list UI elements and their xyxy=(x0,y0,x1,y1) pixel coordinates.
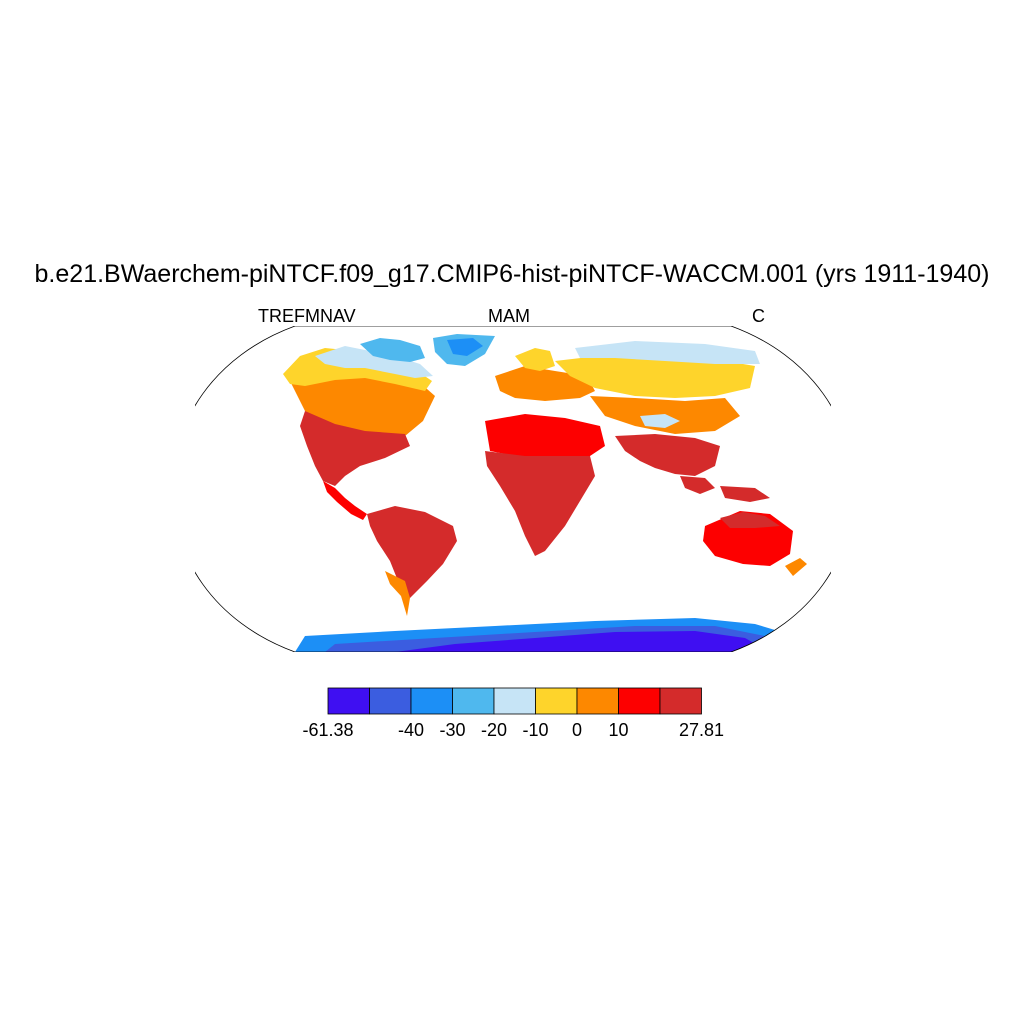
central-america xyxy=(323,481,367,520)
colorbar-swatch xyxy=(576,687,619,715)
north-america-light-band xyxy=(315,346,433,378)
colorbar-swatch xyxy=(327,687,370,715)
south-america xyxy=(367,506,457,601)
siberia-light xyxy=(575,341,760,364)
africa xyxy=(485,451,595,556)
units-label: C xyxy=(752,306,765,326)
colorbar-tick-label: 27.81 xyxy=(679,720,724,740)
variable-label: TREFMNAV xyxy=(258,306,356,326)
world-map xyxy=(195,326,831,652)
asia-yellow xyxy=(555,354,755,398)
colorbar-tick-label: -10 xyxy=(522,720,548,740)
colorbar-tick-label: -30 xyxy=(439,720,465,740)
tibet xyxy=(640,414,680,428)
south-asia xyxy=(615,434,720,476)
colorbar-swatch xyxy=(410,687,453,715)
greenland-interior xyxy=(447,338,483,356)
colorbar-tick-label: 10 xyxy=(608,720,628,740)
colorbar-swatch xyxy=(493,687,536,715)
antarctica-interior xyxy=(395,631,770,652)
season-label: MAM xyxy=(488,306,530,326)
north-america-south xyxy=(300,411,410,486)
colorbar-swatch xyxy=(535,687,578,715)
colorbar-tick-label: -20 xyxy=(481,720,507,740)
colorbar-tick-label: -40 xyxy=(398,720,424,740)
new-zealand xyxy=(785,558,807,576)
colorbar-tick-label: 0 xyxy=(572,720,582,740)
colorbar-swatch xyxy=(618,687,661,715)
colorbar-swatch xyxy=(659,687,702,715)
scandinavia xyxy=(515,348,555,371)
canadian-arctic xyxy=(360,338,425,362)
colorbar-swatch xyxy=(369,687,412,715)
southeast-asia-islands xyxy=(680,476,770,502)
colorbar: -61.38 -40 -30 -20 -10 0 10 27.81 xyxy=(302,687,724,740)
south-america-south xyxy=(385,571,410,616)
colorbar-tick-label: -61.38 xyxy=(302,720,353,740)
colorbar-swatch xyxy=(452,687,495,715)
africa-north xyxy=(485,414,605,456)
australia-north xyxy=(720,512,780,528)
plot-title: b.e21.BWaerchem-piNTCF.f09_g17.CMIP6-his… xyxy=(34,260,990,288)
